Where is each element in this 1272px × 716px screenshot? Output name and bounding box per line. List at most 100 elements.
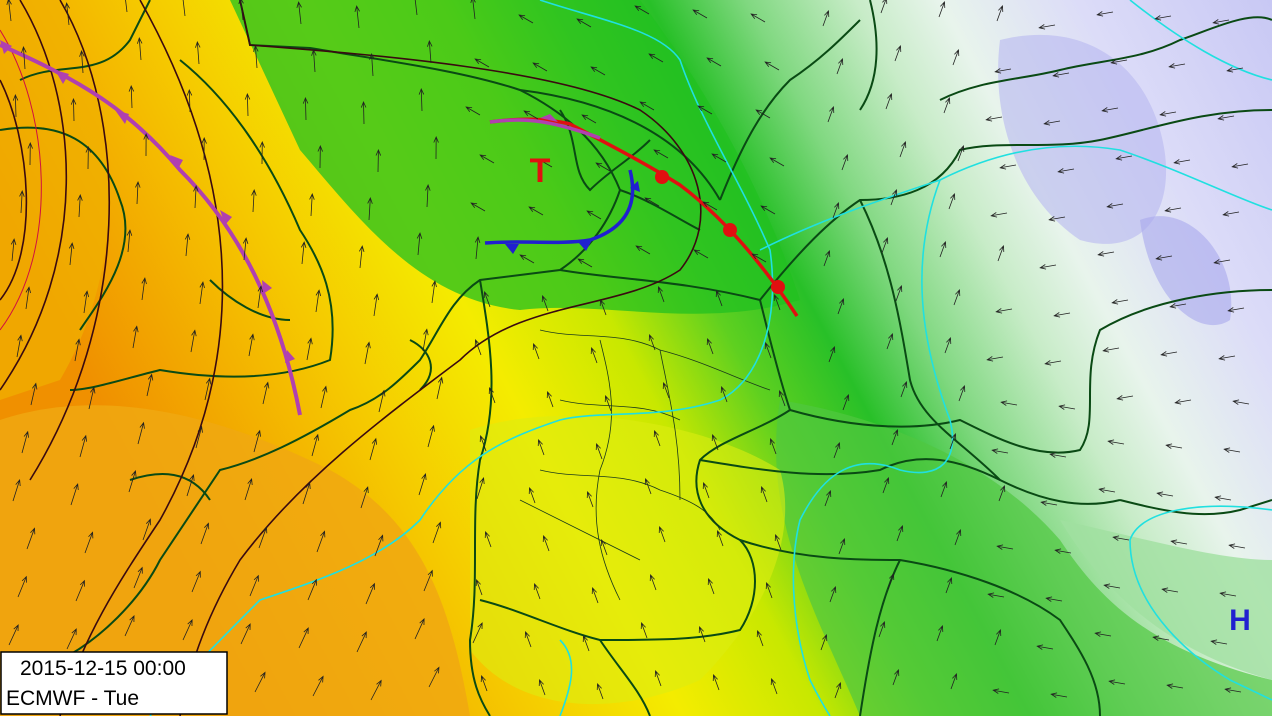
wind-arrow — [431, 280, 437, 304]
wind-arrow — [1168, 63, 1186, 69]
wind-arrow — [1166, 683, 1184, 689]
front-symbols — [505, 181, 640, 254]
wind-arrow — [769, 157, 785, 167]
occluded-front — [489, 118, 601, 140]
wind-arrow — [1107, 439, 1125, 445]
wind-arrow — [146, 373, 154, 397]
wind-arrow — [939, 240, 947, 258]
wind-arrow — [985, 116, 1003, 122]
wind-arrow — [887, 572, 895, 590]
wind-arrow — [532, 342, 540, 360]
front-symbols — [0, 40, 558, 363]
wind-arrow — [418, 87, 425, 112]
wind-arrow — [774, 533, 782, 551]
wind-arrow — [204, 377, 212, 401]
wind-arrow — [66, 628, 77, 650]
wind-arrow — [1110, 59, 1128, 65]
wind-arrow — [755, 109, 771, 119]
wind-arrow — [10, 238, 17, 262]
wind-arrow — [648, 333, 656, 351]
wind-arrow — [262, 381, 270, 405]
wind-arrow — [1222, 211, 1240, 217]
wind-arrow — [191, 570, 201, 593]
wind-arrow — [128, 84, 135, 109]
wind-arrow — [586, 490, 594, 508]
wind-arrow — [1223, 447, 1241, 453]
wind-arrow — [537, 158, 553, 168]
wind-arrow — [692, 9, 708, 19]
wind-arrow — [1045, 596, 1063, 602]
wind-arrow — [590, 346, 598, 364]
wind-arrow — [27, 141, 33, 166]
wind-arrow — [1096, 11, 1114, 17]
wind-arrow — [992, 688, 1010, 694]
occluded-front — [0, 43, 302, 416]
wind-arrow — [302, 96, 309, 121]
wind-arrow — [697, 105, 713, 115]
wind-arrow — [1101, 107, 1119, 113]
wind-arrow — [425, 184, 431, 208]
wind-arrow — [201, 136, 207, 161]
wind-arrow — [1036, 644, 1054, 650]
wind-arrow — [374, 534, 384, 557]
wind-arrow — [1098, 487, 1116, 493]
wind-arrow — [1038, 24, 1056, 30]
model-label: ECMWF - Tue — [6, 687, 139, 710]
wind-arrow — [472, 622, 483, 644]
low-pressure-label: T — [530, 152, 551, 190]
wind-arrow — [133, 566, 143, 589]
wind-arrow — [581, 114, 597, 124]
wind-arrow — [953, 288, 961, 306]
wind-arrows — [6, 0, 1250, 701]
wind-arrow — [949, 432, 957, 450]
wind-arrow — [990, 212, 1008, 218]
wind-arrow — [900, 380, 908, 398]
wind-arrow — [1173, 159, 1191, 165]
wind-arrow — [778, 389, 786, 407]
wind-arrow — [124, 615, 135, 637]
fronts — [0, 40, 799, 416]
wind-arrow — [711, 433, 719, 451]
wind-arrow — [253, 429, 261, 453]
wind-arrow — [837, 297, 845, 315]
wind-arrow — [248, 333, 255, 357]
wind-arrow — [820, 633, 828, 651]
wind-arrow — [657, 285, 665, 303]
wind-arrow — [190, 329, 197, 353]
wind-arrow — [519, 254, 535, 264]
wind-arrow — [186, 474, 195, 497]
wind-arrow — [249, 574, 259, 597]
wind-arrow — [141, 277, 147, 301]
wind-arrow — [1049, 452, 1067, 458]
wind-arrow — [644, 197, 660, 207]
wind-arrow — [136, 37, 143, 61]
front-symbols — [655, 170, 785, 294]
wind-arrow — [1156, 491, 1174, 497]
wind-arrow — [1054, 548, 1072, 554]
wind-arrow — [418, 473, 427, 496]
wind-arrow — [1226, 67, 1244, 73]
wind-arrow — [996, 4, 1004, 22]
wind-arrow — [648, 53, 664, 63]
wind-arrow — [576, 18, 592, 28]
wind-arrow — [1097, 251, 1115, 257]
wind-arrow — [1210, 639, 1228, 645]
wind-arrow — [1052, 72, 1070, 78]
wind-arrow — [364, 341, 371, 365]
wind-arrow — [375, 148, 382, 173]
wind-arrow — [890, 188, 898, 206]
wind-arrow — [85, 145, 91, 170]
wind-arrow — [373, 293, 380, 317]
wind-arrow — [83, 290, 90, 314]
wind-arrow — [823, 249, 831, 267]
temp-region — [998, 34, 1167, 244]
wind-arrow — [537, 438, 545, 456]
wind-arrow — [760, 205, 776, 215]
wind-arrow — [354, 5, 360, 29]
wind-arrow — [414, 618, 425, 640]
wind-arrow — [833, 441, 841, 459]
wind-arrow — [1102, 347, 1120, 353]
wind-arrow — [764, 341, 772, 359]
wind-arrow — [474, 236, 481, 260]
wind-arrow — [238, 0, 244, 21]
